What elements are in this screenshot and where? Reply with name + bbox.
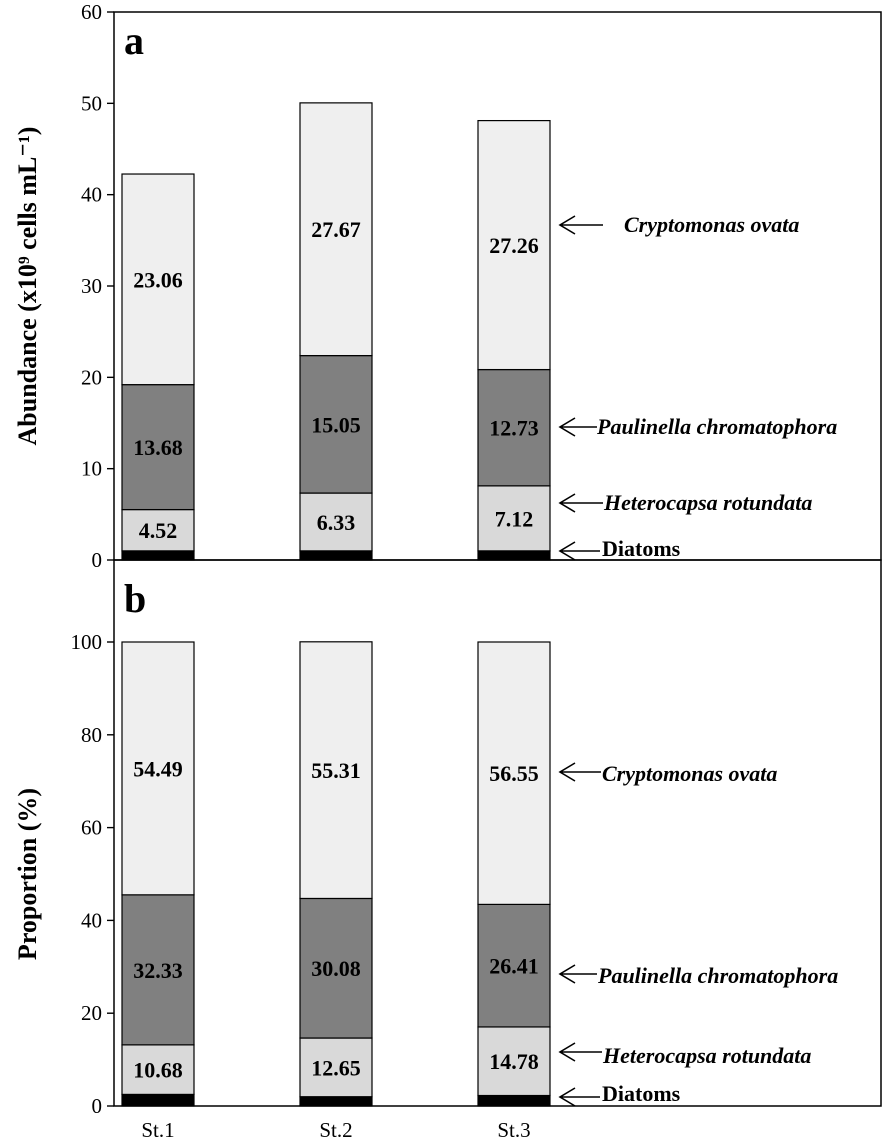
panel-a-ylabel: Abundance (x10⁹ cells mL⁻¹) (13, 127, 42, 446)
bar-segment (477, 368, 551, 487)
bar-segment (299, 550, 373, 561)
bar-segment (477, 550, 551, 561)
arrow-b-paulinella (558, 964, 597, 984)
x-tick-label: St.1 (141, 1118, 174, 1142)
annot-a-cryptomonas: Cryptomonas ovata (624, 212, 799, 237)
y-tick-label: 60 (81, 816, 102, 840)
panel-b-ylabel: Proportion (%) (13, 788, 42, 960)
bar-segment (477, 641, 551, 905)
panel-a-letter: a (124, 18, 144, 63)
arrow-a-diatoms (558, 541, 600, 561)
panel-b-plot: 0 20 40 60 80 100 10.68 32.33 54.49 12.65 30.08 55.… (71, 630, 551, 1118)
y-tick-label: 50 (81, 91, 102, 115)
data-label: 7.12 (495, 506, 534, 531)
annotation-arrows (558, 215, 603, 1107)
data-label: 55.31 (311, 758, 361, 783)
y-tick-label: 0 (92, 1094, 103, 1118)
y-tick-label: 60 (81, 0, 102, 24)
data-label: 32.33 (133, 958, 183, 983)
bar-segment (299, 641, 373, 900)
data-label: 12.73 (489, 416, 539, 441)
bar-segment (477, 1026, 551, 1097)
bar-segment (299, 492, 373, 552)
bar-segment (299, 354, 373, 494)
bar-segment (299, 1037, 373, 1098)
data-label: 10.68 (133, 1058, 183, 1083)
bar-segment (121, 641, 195, 896)
bar-segment (299, 102, 373, 357)
data-label: 56.55 (489, 761, 539, 786)
annot-a-paulinella: Paulinella chromatophora (596, 414, 837, 439)
annot-a-heterocapsa: Heterocapsa rotundata (603, 490, 812, 515)
arrow-a-cryptomonas (558, 215, 603, 235)
x-tick-label: St.3 (497, 1118, 530, 1142)
data-label: 26.41 (489, 954, 539, 979)
arrow-a-paulinella (558, 417, 597, 437)
y-tick-label: 40 (81, 908, 102, 932)
arrow-b-diatoms (558, 1087, 600, 1107)
data-label: 6.33 (317, 510, 356, 535)
y-tick-label: 80 (81, 723, 102, 747)
bar-segment (121, 894, 195, 1046)
data-label: 14.78 (489, 1049, 539, 1074)
data-label: 54.49 (133, 756, 183, 781)
bar-segment (299, 897, 373, 1039)
x-axis: St.1 St.2 St.3 (141, 1118, 530, 1142)
arrow-b-cryptomonas (558, 762, 601, 782)
bar-segment (299, 1096, 373, 1107)
data-label: 27.26 (489, 233, 539, 258)
data-label: 27.67 (311, 217, 361, 242)
y-tick-label: 30 (81, 274, 102, 298)
panel-b-letter: b (124, 576, 146, 621)
bar-segment (121, 173, 195, 386)
data-label: 23.06 (133, 267, 183, 292)
bar-segment (477, 1094, 551, 1107)
bar-segment (477, 119, 551, 371)
bar-segment (121, 1093, 195, 1107)
y-tick-label: 20 (81, 365, 102, 389)
y-tick-label: 0 (92, 548, 103, 572)
y-tick-label: 40 (81, 183, 102, 207)
bar-segment (121, 384, 195, 511)
annot-b-cryptomonas: Cryptomonas ovata (602, 761, 777, 786)
x-tick-label: St.2 (319, 1118, 352, 1142)
bar-segment (121, 1044, 195, 1096)
annot-b-diatoms: Diatoms (602, 1081, 681, 1106)
annot-b-heterocapsa: Heterocapsa rotundata (602, 1043, 811, 1068)
arrow-b-heterocapsa (558, 1042, 602, 1062)
data-label: 13.68 (133, 435, 183, 460)
y-tick-label: 100 (71, 630, 103, 654)
data-label: 12.65 (311, 1055, 361, 1080)
annot-a-diatoms: Diatoms (602, 536, 681, 561)
annot-b-paulinella: Paulinella chromatophora (597, 963, 838, 988)
panel-a-plot: 0 10 20 30 40 50 60 4.52 13.68 23.06 6.33 15.05 27.6… (81, 0, 551, 572)
bar-segment (121, 550, 195, 561)
bar-segment (477, 485, 551, 552)
y-tick-label: 20 (81, 1001, 102, 1025)
data-label: 15.05 (311, 412, 361, 437)
data-label: 4.52 (139, 518, 178, 543)
arrow-a-heterocapsa (558, 493, 603, 513)
data-label: 30.08 (311, 956, 361, 981)
y-tick-label: 10 (81, 457, 102, 481)
bar-segment (477, 903, 551, 1028)
